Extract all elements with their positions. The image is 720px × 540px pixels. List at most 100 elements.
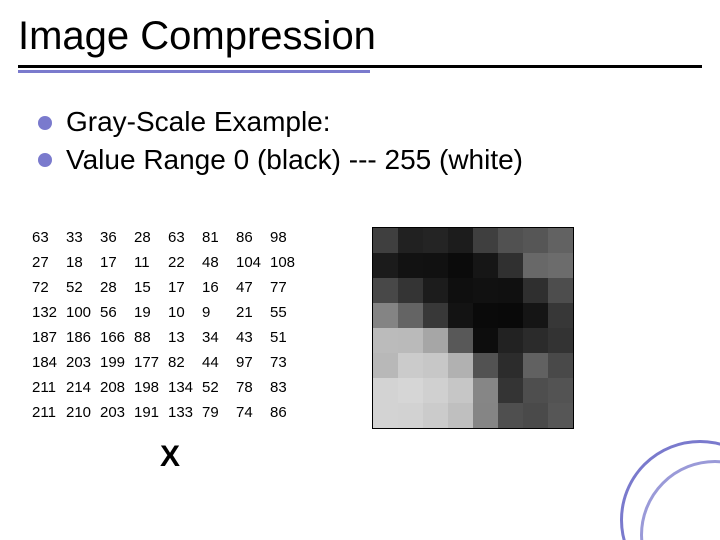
pixel-cell: [498, 378, 523, 403]
pixel-cell: [548, 303, 573, 328]
matrix-cell: 63: [166, 225, 200, 250]
matrix-cell: 203: [64, 350, 98, 375]
pixel-cell: [398, 253, 423, 278]
grayscale-pixel-grid: [372, 227, 574, 429]
matrix-cell: 184: [30, 350, 64, 375]
pixel-cell: [373, 278, 398, 303]
pixel-cell: [523, 253, 548, 278]
matrix-cell: 52: [200, 375, 234, 400]
matrix-cell: 166: [98, 325, 132, 350]
pixel-cell: [423, 403, 448, 428]
example-row: 6333362863818698271817112248104108725228…: [30, 225, 574, 429]
matrix-cell: 43: [234, 325, 268, 350]
matrix-cell: 86: [268, 400, 302, 425]
matrix-cell: 108: [268, 250, 302, 275]
pixel-cell: [548, 403, 573, 428]
pixel-cell: [373, 328, 398, 353]
matrix-cell: 28: [98, 275, 132, 300]
matrix-cell: 104: [234, 250, 268, 275]
matrix-cell: 134: [166, 375, 200, 400]
bullet-text: Value Range 0 (black) --- 255 (white): [66, 144, 523, 175]
matrix-cell: 48: [200, 250, 234, 275]
matrix-cell: 211: [30, 375, 64, 400]
matrix-cell: 34: [200, 325, 234, 350]
matrix-cell: 100: [64, 300, 98, 325]
pixel-cell: [373, 403, 398, 428]
matrix-cell: 44: [200, 350, 234, 375]
pixel-cell: [473, 303, 498, 328]
pixel-cell: [448, 378, 473, 403]
pixel-cell: [423, 228, 448, 253]
pixel-cell: [473, 403, 498, 428]
pixel-cell: [498, 328, 523, 353]
matrix-cell: 72: [30, 275, 64, 300]
matrix-cell: 18: [64, 250, 98, 275]
pixel-cell: [523, 353, 548, 378]
matrix-cell: 36: [98, 225, 132, 250]
pixel-cell: [523, 328, 548, 353]
pixel-cell: [548, 278, 573, 303]
pixel-cell: [448, 278, 473, 303]
matrix-cell: 203: [98, 400, 132, 425]
matrix-cell: 191: [132, 400, 166, 425]
pixel-cell: [548, 228, 573, 253]
pixel-cell: [448, 253, 473, 278]
title-underline: [18, 65, 702, 68]
pixel-cell: [398, 228, 423, 253]
pixel-cell: [473, 328, 498, 353]
pixel-cell: [523, 228, 548, 253]
pixel-cell: [523, 278, 548, 303]
matrix-cell: 17: [98, 250, 132, 275]
pixel-cell: [448, 353, 473, 378]
matrix-cell: 211: [30, 400, 64, 425]
matrix-cell: 55: [268, 300, 302, 325]
matrix-cell: 10: [166, 300, 200, 325]
bullet-item: Value Range 0 (black) --- 255 (white): [38, 141, 720, 179]
pixel-cell: [523, 403, 548, 428]
pixel-cell: [398, 403, 423, 428]
matrix-cell: 73: [268, 350, 302, 375]
matrix-cell: 210: [64, 400, 98, 425]
pixel-cell: [423, 353, 448, 378]
pixel-cell: [548, 253, 573, 278]
matrix-cell: 47: [234, 275, 268, 300]
pixel-cell: [523, 303, 548, 328]
slide-title: Image Compression: [18, 14, 720, 59]
pixel-cell: [498, 403, 523, 428]
matrix-cell: 74: [234, 400, 268, 425]
pixel-cell: [423, 378, 448, 403]
matrix-cell: 27: [30, 250, 64, 275]
pixel-cell: [398, 303, 423, 328]
matrix-cell: 214: [64, 375, 98, 400]
pixel-cell: [523, 378, 548, 403]
pixel-cell: [473, 253, 498, 278]
matrix-cell: 187: [30, 325, 64, 350]
matrix-cell: 15: [132, 275, 166, 300]
matrix-cell: 52: [64, 275, 98, 300]
pixel-cell: [373, 253, 398, 278]
matrix-cell: 21: [234, 300, 268, 325]
pixel-cell: [373, 303, 398, 328]
x-axis-label: X: [160, 440, 180, 474]
matrix-cell: 17: [166, 275, 200, 300]
matrix-cell: 9: [200, 300, 234, 325]
matrix-cell: 177: [132, 350, 166, 375]
pixel-cell: [498, 278, 523, 303]
matrix-cell: 28: [132, 225, 166, 250]
matrix-cell: 86: [234, 225, 268, 250]
matrix-cell: 81: [200, 225, 234, 250]
content-zone: Gray-Scale Example: Value Range 0 (black…: [0, 73, 720, 179]
pixel-cell: [473, 278, 498, 303]
matrix-cell: 133: [166, 400, 200, 425]
bullet-text: Gray-Scale Example:: [66, 106, 331, 137]
matrix-cell: 13: [166, 325, 200, 350]
bullet-list: Gray-Scale Example: Value Range 0 (black…: [38, 103, 720, 179]
pixel-cell: [423, 328, 448, 353]
pixel-cell: [398, 278, 423, 303]
pixel-cell: [423, 278, 448, 303]
pixel-cell: [448, 403, 473, 428]
pixel-cell: [398, 328, 423, 353]
pixel-cell: [498, 303, 523, 328]
pixel-cell: [373, 228, 398, 253]
pixel-cell: [423, 303, 448, 328]
